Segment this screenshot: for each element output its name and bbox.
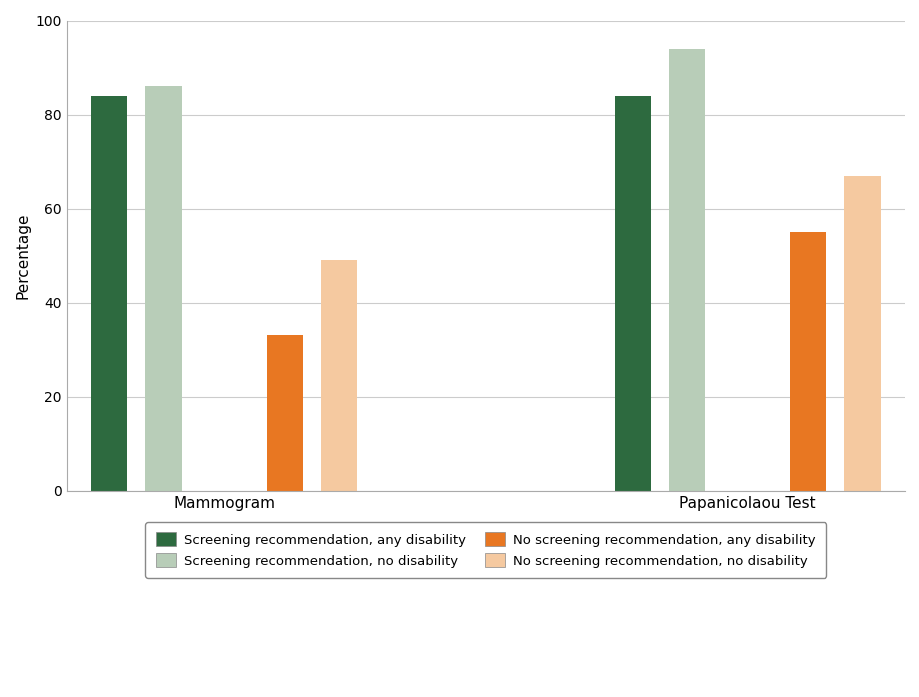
Bar	[321, 260, 357, 491]
Legend: Screening recommendation, any disability, Screening recommendation, no disabilit: Screening recommendation, any disability…	[145, 522, 825, 578]
Bar	[614, 95, 650, 491]
Bar	[668, 49, 705, 491]
Bar	[789, 232, 825, 491]
Bar	[91, 95, 127, 491]
Bar	[267, 335, 302, 491]
Bar	[145, 86, 182, 491]
Bar	[844, 176, 879, 491]
Y-axis label: Percentage: Percentage	[15, 213, 30, 299]
